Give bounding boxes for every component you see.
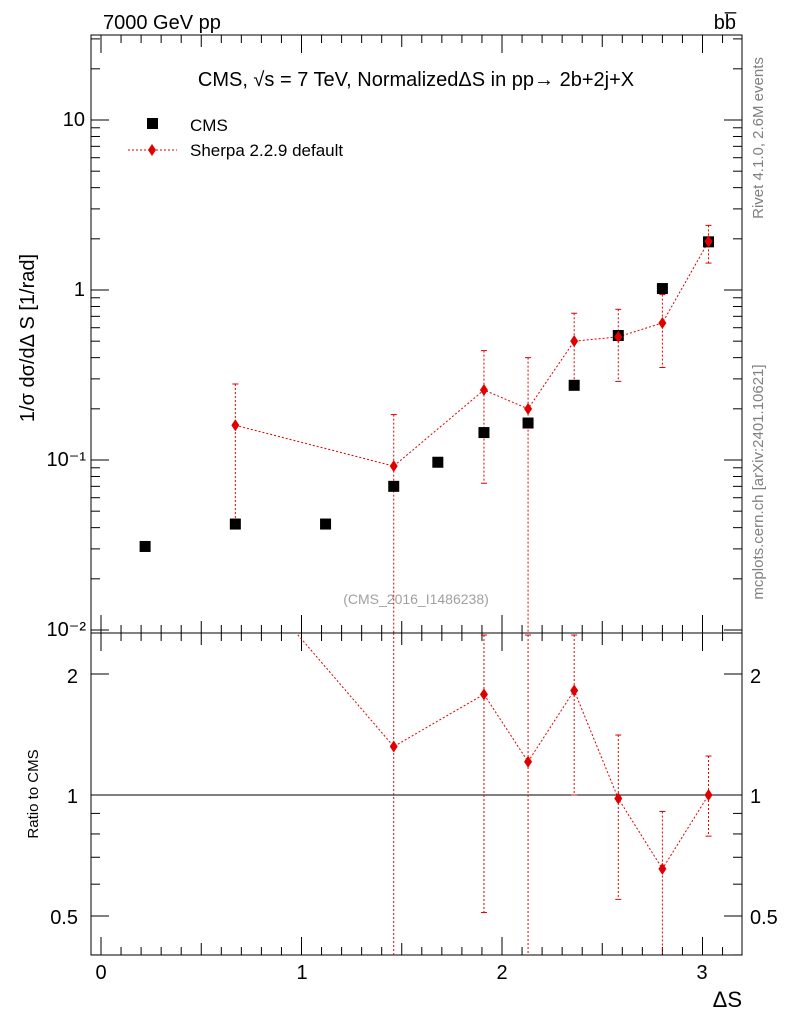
sherpa-line (235, 241, 709, 467)
cms-point (320, 518, 332, 530)
legend-label-sherpa: Sherpa 2.2.9 default (190, 141, 343, 160)
ratio-tick-label-1-left: 1 (67, 786, 78, 808)
ratio-y-axis-label: Ratio to CMS (25, 749, 42, 838)
main-panel: 10 1 10⁻¹ 10⁻² 1/σ dσ/dΔ S [1/rad] CMS, … (17, 34, 743, 641)
x-tick-label-0: 0 (95, 962, 106, 984)
sherpa-point (614, 330, 623, 343)
chart-title: CMS, √s = 7 TeV, NormalizedΔS in pp→ 2b+… (198, 69, 634, 91)
main-data (139, 224, 715, 633)
y-axis-label: 1/σ dσ/dΔ S [1/rad] (17, 254, 39, 422)
sherpa-point (231, 419, 240, 432)
cms-point (478, 427, 490, 439)
ratio-point (614, 792, 623, 805)
sherpa-point (389, 460, 398, 473)
sherpa-point (570, 335, 579, 348)
legend-marker-sherpa (148, 144, 156, 156)
legend-label-cms: CMS (190, 116, 228, 135)
mcplots-label: mcplots.cern.ch [arXiv:2401.10621] (750, 364, 767, 599)
ratio-point (524, 755, 533, 768)
x-tick-label-2: 2 (496, 962, 507, 984)
ratio-point (479, 688, 488, 701)
ratio-frame (90, 632, 743, 956)
ratio-tick-label-2-left: 2 (67, 666, 78, 688)
main-tick-labels: 10 1 10⁻¹ 10⁻² (47, 109, 87, 641)
x-tick-label-1: 1 (296, 962, 307, 984)
cms-point (568, 379, 580, 391)
header-left: 7000 GeV pp (103, 12, 221, 34)
sherpa-point (524, 402, 533, 415)
cms-point (522, 417, 534, 429)
x-tick-labels: 0 1 2 3 (95, 962, 707, 984)
main-ticks (91, 35, 742, 633)
ratio-data (295, 633, 713, 955)
analysis-tag: (CMS_2016_I1486238) (343, 591, 489, 607)
sherpa-point (479, 384, 488, 397)
y-tick-label-0.1: 10⁻¹ (47, 449, 87, 471)
cms-point (432, 456, 444, 468)
ratio-tick-label-0.5-right: 0.5 (750, 907, 778, 929)
sherpa-point (704, 235, 713, 248)
ratio-point (570, 684, 579, 697)
cms-point (656, 283, 668, 295)
cms-point (388, 480, 400, 492)
ratio-tick-label-0.5-left: 0.5 (50, 907, 78, 929)
ratio-tick-label-2-right: 2 (750, 666, 761, 688)
x-axis-label: ΔS (713, 987, 742, 1012)
rivet-label: Rivet 4.1.0, 2.6M events (750, 57, 767, 219)
sherpa-point (658, 316, 667, 329)
cms-point (139, 540, 151, 552)
x-tick-label-3: 3 (696, 962, 707, 984)
ratio-tick-labels: 2 1 0.5 2 1 0.5 (50, 666, 778, 929)
ratio-point (704, 789, 713, 801)
main-frame (90, 34, 743, 634)
ratio-point (389, 740, 398, 753)
header-right: bb̅ (714, 11, 737, 34)
y-tick-label-10: 10 (63, 109, 85, 131)
y-tick-label-0.01: 10⁻² (47, 619, 87, 641)
ratio-line (295, 633, 709, 870)
legend: CMS Sherpa 2.2.9 default (128, 116, 343, 160)
ratio-tick-label-1-right: 1 (750, 786, 761, 808)
ratio-panel: 2 1 0.5 2 1 0.5 Ratio to CMS 0 1 2 3 ΔS (25, 632, 778, 1012)
cms-point (229, 518, 241, 530)
y-tick-label-1: 1 (74, 279, 85, 301)
ratio-point (658, 862, 667, 875)
legend-marker-cms (147, 118, 158, 129)
ratio-ticks (91, 633, 742, 956)
